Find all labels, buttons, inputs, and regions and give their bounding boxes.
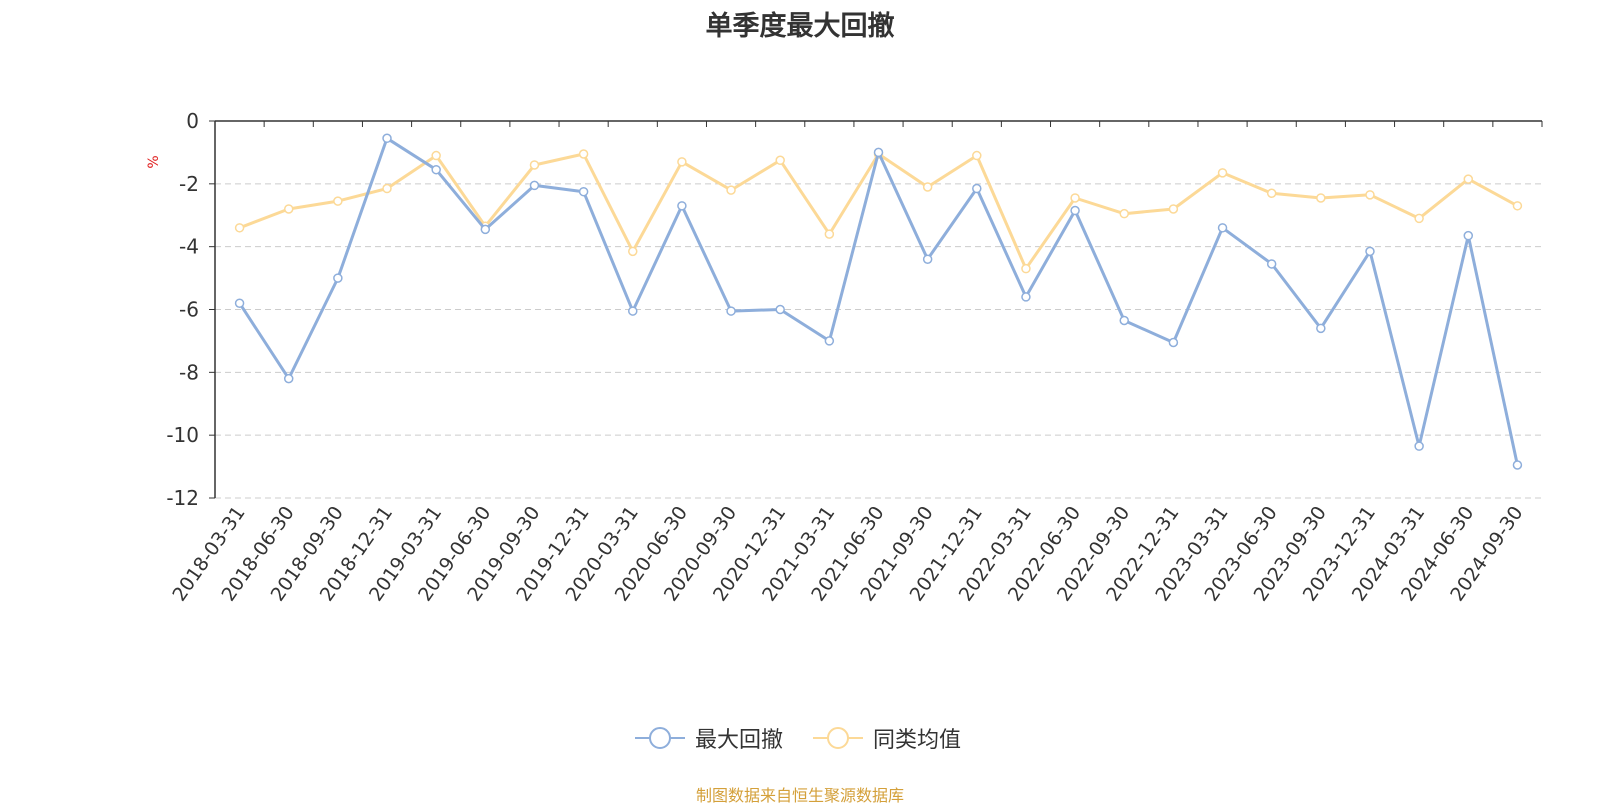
data-point-max-drawdown bbox=[972, 183, 982, 194]
data-point-peer-average bbox=[824, 229, 835, 239]
data-point-max-drawdown bbox=[1365, 246, 1375, 257]
data-point-peer-average bbox=[1266, 188, 1277, 199]
data-point-peer-average bbox=[1217, 168, 1228, 178]
y-tick-label: -10 bbox=[166, 423, 199, 447]
data-point-max-drawdown bbox=[824, 336, 835, 346]
y-tick-label: -8 bbox=[179, 360, 199, 384]
data-point-peer-average bbox=[1119, 208, 1129, 219]
y-tick-label: 0 bbox=[186, 109, 199, 133]
data-point-max-drawdown bbox=[578, 186, 589, 197]
data-point-max-drawdown bbox=[1168, 337, 1179, 348]
legend-max-drawdown-icon bbox=[635, 727, 685, 749]
data-point-peer-average bbox=[1316, 193, 1326, 203]
series-layer bbox=[234, 133, 1523, 470]
data-point-peer-average bbox=[1512, 201, 1523, 211]
legend-item-max-drawdown[interactable]: 最大回撤 bbox=[635, 722, 783, 754]
data-point-max-drawdown bbox=[1217, 223, 1228, 233]
y-axis-label: % bbox=[146, 155, 162, 168]
legend-max-drawdown-label: 最大回撤 bbox=[695, 728, 784, 753]
data-point-peer-average bbox=[1365, 190, 1375, 200]
data-point-max-drawdown bbox=[333, 273, 343, 283]
data-point-max-drawdown bbox=[922, 254, 933, 264]
data-point-max-drawdown bbox=[283, 373, 294, 384]
chart-title: 单季度最大回撤 bbox=[705, 11, 895, 42]
data-point-max-drawdown bbox=[1021, 292, 1031, 302]
data-point-max-drawdown bbox=[1414, 441, 1424, 451]
legend-peer-average-icon bbox=[813, 727, 863, 749]
data-point-peer-average bbox=[1070, 193, 1080, 203]
data-point-peer-average bbox=[1021, 263, 1031, 274]
data-point-peer-average bbox=[775, 155, 785, 166]
data-point-max-drawdown bbox=[628, 306, 638, 316]
data-point-max-drawdown bbox=[775, 304, 785, 315]
data-point-max-drawdown bbox=[1070, 205, 1080, 216]
data-point-max-drawdown bbox=[1119, 315, 1129, 326]
data-point-peer-average bbox=[677, 157, 687, 167]
series-line-max-drawdown bbox=[238, 136, 1519, 466]
data-point-peer-average bbox=[726, 185, 736, 195]
data-point-max-drawdown bbox=[529, 180, 540, 191]
data-point-peer-average bbox=[529, 160, 540, 170]
data-point-peer-average bbox=[1414, 213, 1424, 224]
data-point-peer-average bbox=[922, 182, 933, 192]
legend-item-peer-average[interactable]: 同类均值 bbox=[813, 722, 961, 754]
data-point-peer-average bbox=[972, 150, 982, 161]
y-tick-label: -2 bbox=[179, 172, 199, 196]
data-point-peer-average bbox=[382, 183, 392, 194]
source-note: 制图数据来自恒生聚源数据库 bbox=[695, 786, 904, 805]
grid-layer bbox=[215, 183, 1542, 499]
data-point-peer-average bbox=[1463, 174, 1474, 184]
data-point-peer-average bbox=[578, 149, 589, 159]
data-point-max-drawdown bbox=[1316, 323, 1326, 334]
data-point-peer-average bbox=[283, 204, 294, 214]
data-point-max-drawdown bbox=[1463, 230, 1474, 241]
data-point-peer-average bbox=[333, 196, 343, 206]
data-point-max-drawdown bbox=[382, 133, 392, 144]
y-tick-label: -12 bbox=[166, 486, 199, 510]
data-point-peer-average bbox=[431, 150, 441, 161]
series-line-peer-average bbox=[239, 152, 1519, 271]
data-point-peer-average bbox=[628, 246, 638, 257]
data-point-max-drawdown bbox=[873, 147, 884, 158]
data-point-max-drawdown bbox=[1512, 460, 1523, 470]
data-point-max-drawdown bbox=[234, 298, 245, 308]
data-point-max-drawdown bbox=[431, 164, 441, 175]
data-point-max-drawdown bbox=[677, 201, 687, 211]
data-point-max-drawdown bbox=[480, 224, 491, 235]
data-point-peer-average bbox=[1168, 204, 1179, 214]
data-point-max-drawdown bbox=[726, 306, 736, 316]
y-tick-label: -4 bbox=[179, 235, 199, 259]
y-tick-label: -6 bbox=[179, 298, 199, 322]
legend-peer-average-label: 同类均值 bbox=[873, 728, 962, 753]
data-point-max-drawdown bbox=[1266, 259, 1277, 269]
data-point-peer-average bbox=[234, 223, 245, 233]
